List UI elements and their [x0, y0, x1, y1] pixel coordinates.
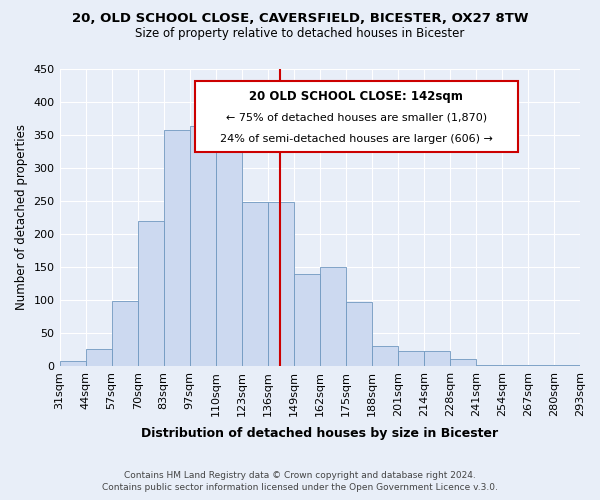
X-axis label: Distribution of detached houses by size in Bicester: Distribution of detached houses by size … — [141, 427, 499, 440]
Bar — [424, 352, 450, 366]
Bar — [215, 132, 242, 366]
Bar — [346, 302, 372, 366]
Text: 20, OLD SCHOOL CLOSE, CAVERSFIELD, BICESTER, OX27 8TW: 20, OLD SCHOOL CLOSE, CAVERSFIELD, BICES… — [72, 12, 528, 26]
Y-axis label: Number of detached properties: Number of detached properties — [15, 124, 28, 310]
Bar — [476, 364, 502, 366]
Bar — [268, 202, 294, 366]
Bar — [502, 364, 528, 366]
Bar — [59, 360, 86, 366]
Text: 24% of semi-detached houses are larger (606) →: 24% of semi-detached houses are larger (… — [220, 134, 493, 144]
Text: 20 OLD SCHOOL CLOSE: 142sqm: 20 OLD SCHOOL CLOSE: 142sqm — [249, 90, 463, 103]
Bar — [112, 301, 137, 366]
Bar — [450, 360, 476, 366]
Bar — [242, 202, 268, 366]
Bar — [294, 274, 320, 366]
Text: Contains public sector information licensed under the Open Government Licence v.: Contains public sector information licen… — [102, 483, 498, 492]
Bar — [528, 364, 554, 366]
Bar — [190, 126, 215, 366]
Bar — [86, 350, 112, 366]
Text: Size of property relative to detached houses in Bicester: Size of property relative to detached ho… — [136, 28, 464, 40]
Bar — [137, 221, 164, 366]
Bar — [164, 130, 190, 366]
Bar — [398, 352, 424, 366]
Text: Contains HM Land Registry data © Crown copyright and database right 2024.: Contains HM Land Registry data © Crown c… — [124, 470, 476, 480]
Bar — [372, 346, 398, 366]
Bar — [320, 267, 346, 366]
Bar — [554, 364, 580, 366]
FancyBboxPatch shape — [195, 81, 518, 152]
Text: ← 75% of detached houses are smaller (1,870): ← 75% of detached houses are smaller (1,… — [226, 113, 487, 123]
